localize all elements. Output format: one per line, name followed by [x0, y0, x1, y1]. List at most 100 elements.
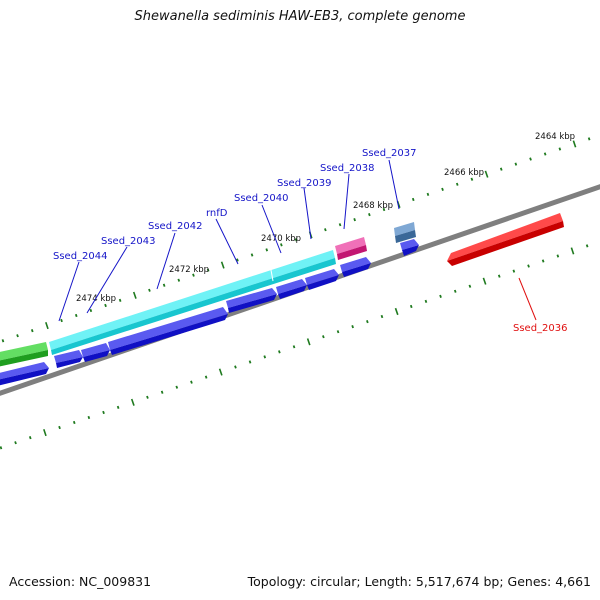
scale-tick-major: [220, 261, 225, 269]
scale-tick-minor: [175, 385, 179, 389]
scale-tick-minor: [160, 390, 164, 394]
scale-label-2470: 2470 kbp: [261, 234, 301, 244]
scale-tick-minor: [116, 405, 120, 409]
feature-green[interactable]: [0, 342, 48, 367]
scale-tick-minor: [411, 197, 415, 202]
scale-tick-minor: [453, 289, 457, 293]
scale-tick-minor: [177, 278, 181, 282]
label-ssed-2038[interactable]: Ssed_2038: [320, 163, 375, 174]
scale-tick-minor: [514, 162, 518, 166]
scale-tick-minor: [338, 223, 342, 227]
scale-tick-minor: [206, 268, 210, 272]
scale-tick-minor: [72, 420, 76, 425]
leader-ssed-2040: [261, 204, 282, 254]
cds-ssed-2038[interactable]: [305, 269, 339, 290]
scale-tick-minor: [324, 228, 327, 232]
scale-tick-minor: [162, 283, 166, 287]
cds-ssed-2040[interactable]: [226, 288, 277, 313]
cds-ssed-2036[interactable]: [447, 213, 564, 266]
cds-rnfd[interactable]: [108, 307, 228, 355]
scale-tick-major: [570, 247, 575, 255]
scale-tick-minor: [439, 294, 442, 298]
label-ssed-2036[interactable]: Ssed_2036: [513, 323, 568, 334]
scale-tick-minor: [468, 284, 472, 288]
label-ssed-2039[interactable]: Ssed_2039: [277, 178, 332, 189]
scale-tick-major: [394, 307, 399, 316]
scale-label-2468: 2468 kbp: [353, 201, 393, 211]
scale-tick-minor: [455, 182, 459, 186]
scale-tick-minor: [192, 273, 195, 277]
feature-steelblue[interactable]: [394, 222, 416, 243]
scale-tick-minor: [104, 303, 107, 308]
cds-ssed-2037[interactable]: [400, 239, 419, 256]
scale-tick-minor: [278, 350, 281, 354]
scale-tick-minor: [16, 334, 19, 338]
scale-tick-minor: [409, 304, 413, 309]
scale-tick-major: [132, 291, 137, 299]
scale-tick-minor: [148, 288, 151, 292]
cds-ssed-2039[interactable]: [276, 279, 307, 299]
scale-tick-minor: [424, 299, 428, 303]
leader-ssed-2044: [58, 261, 80, 322]
scale-tick-minor: [250, 253, 254, 257]
scale-tick-minor: [353, 218, 356, 222]
label-ssed-2044[interactable]: Ssed_2044: [53, 251, 108, 262]
label-ssed-2042[interactable]: Ssed_2042: [148, 221, 203, 232]
scale-tick-minor: [234, 365, 237, 369]
scale-tick-minor: [28, 436, 32, 440]
cds-ssed-2043[interactable]: [54, 350, 83, 368]
scale-tick-major: [306, 338, 311, 346]
scale-tick-minor: [1, 339, 5, 343]
scale-tick-minor: [146, 395, 149, 399]
leader-rnfd: [215, 218, 239, 265]
scale-tick-minor: [322, 335, 325, 339]
scale-tick-minor: [541, 259, 545, 263]
scale-tick-minor: [60, 318, 63, 323]
label-ssed-2040[interactable]: Ssed_2040: [234, 193, 289, 204]
genome-summary-text: Topology: circular; Length: 5,517,674 bp…: [247, 574, 591, 589]
scale-tick-minor: [587, 137, 591, 141]
scale-tick-minor: [292, 345, 296, 349]
scale-tick-minor: [236, 258, 239, 262]
scale-tick-minor: [499, 167, 503, 171]
scale-label-2472: 2472 kbp: [169, 265, 209, 275]
scale-tick-minor: [543, 152, 547, 156]
scale-tick-minor: [190, 380, 193, 384]
leader-ssed-2039: [303, 187, 312, 240]
scale-tick-major: [484, 170, 489, 178]
scale-tick-minor: [497, 274, 501, 278]
scale-tick-minor: [585, 244, 589, 248]
cds-ssed-2044[interactable]: [0, 362, 49, 386]
scale-tick-major: [218, 368, 223, 376]
scale-tick-minor: [512, 269, 516, 273]
scale-tick-minor: [529, 157, 532, 161]
scale-tick-minor: [89, 308, 93, 313]
scale-tick-minor: [30, 329, 34, 333]
feature-magenta[interactable]: [335, 237, 367, 260]
scale-tick-minor: [380, 314, 384, 319]
scale-tick-minor: [280, 243, 283, 247]
scale-tick-major: [482, 277, 487, 285]
label-ssed-2043[interactable]: Ssed_2043: [101, 236, 156, 247]
scale-label-2464: 2464 kbp: [535, 132, 575, 142]
label-rnfd[interactable]: rnfD: [206, 208, 228, 219]
cds-ssed-2038b[interactable]: [340, 257, 371, 277]
scale-tick-minor: [556, 254, 560, 258]
scale-tick-major: [45, 322, 49, 330]
scale-tick-minor: [204, 375, 208, 379]
scale-tick-minor: [294, 238, 298, 242]
scale-tick-major: [130, 398, 135, 406]
label-ssed-2037[interactable]: Ssed_2037: [362, 148, 417, 159]
feature-cyan-operon[interactable]: [49, 250, 336, 355]
scale-tick-minor: [382, 207, 386, 212]
cds-ssed-2042[interactable]: [81, 343, 110, 362]
scale-tick-minor: [58, 425, 61, 430]
scale-tick-minor: [118, 298, 122, 302]
scale-tick-minor: [74, 313, 78, 318]
leader-ssed-2043: [86, 246, 128, 314]
leader-ssed-2036: [518, 277, 537, 321]
scale-tick-minor: [248, 360, 252, 364]
scale-tick-minor: [102, 410, 105, 415]
scale-tick-minor: [558, 147, 562, 151]
